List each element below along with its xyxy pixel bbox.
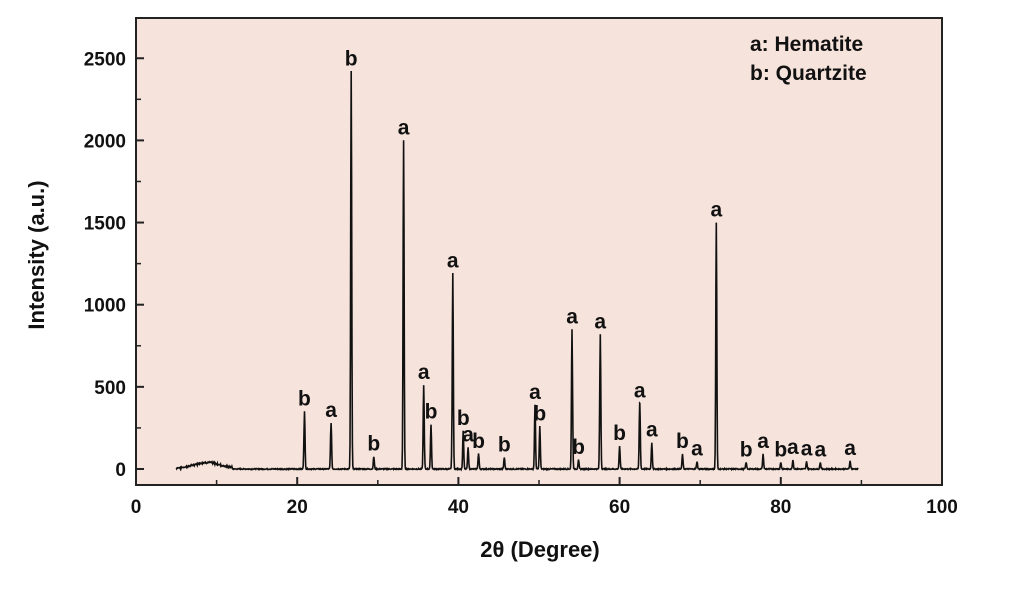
y-tick-label: 1000 [84, 296, 126, 317]
peak-label: b [298, 387, 311, 410]
y-tick-label: 2500 [84, 49, 126, 70]
peak-label: a [801, 438, 813, 461]
peak-label: b [345, 47, 358, 70]
y-tick-label: 500 [94, 378, 126, 399]
peak-label: a [325, 399, 337, 422]
plot-frame [135, 17, 943, 486]
peak-label: a [447, 249, 459, 272]
y-tick-label: 2000 [84, 131, 126, 152]
y-tick-label: 1500 [84, 214, 126, 235]
x-tick-label: 100 [926, 497, 958, 518]
peak-label: a [529, 381, 541, 404]
x-tick-label: 60 [609, 497, 630, 518]
peak-label: b [613, 422, 626, 445]
peak-label: a [566, 305, 578, 328]
peak-label: b [367, 433, 380, 456]
y-axis: 0 500 1000 1500 2000 2500 [84, 49, 144, 481]
peak-label: b [676, 430, 689, 453]
peak-label: b [572, 436, 585, 459]
peak-label: a [462, 424, 474, 447]
legend-quartzite: b: Quartzite [750, 62, 867, 85]
peak-label: b [425, 401, 438, 424]
y-axis-title: Intensity (a.u.) [24, 180, 49, 329]
xrd-pattern-line [175, 70, 859, 472]
x-tick-label: 40 [448, 497, 469, 518]
x-axis-title: 2θ (Degree) [480, 537, 600, 562]
peak-label: a [398, 116, 410, 139]
peak-label: b [498, 433, 511, 456]
legend: a: Hematite b: Quartzite [750, 33, 867, 85]
x-axis: 0 20 40 60 80 100 [131, 477, 958, 518]
legend-hematite: a: Hematite [750, 33, 863, 56]
x-tick-label: 20 [287, 497, 308, 518]
x-tick-label: 0 [131, 497, 142, 518]
peak-label: a [710, 199, 722, 222]
peak-label: a [814, 438, 826, 461]
peak-label: a [646, 419, 658, 442]
peak-label: a [594, 310, 606, 333]
peak-label: b [774, 438, 787, 461]
peak-label: b [457, 407, 470, 430]
peak-label: a [691, 438, 703, 461]
peak-label: b [472, 430, 485, 453]
peak-label: a [757, 430, 769, 453]
plot-background [136, 18, 942, 485]
peak-label: b [533, 402, 546, 425]
peak-label: a [418, 361, 430, 384]
peak-label: a [787, 436, 799, 459]
peak-label: a [844, 437, 856, 460]
x-tick-label: 80 [770, 497, 791, 518]
y-tick-label: 0 [115, 460, 126, 481]
peak-label: a [634, 379, 646, 402]
peak-label: b [740, 438, 753, 461]
